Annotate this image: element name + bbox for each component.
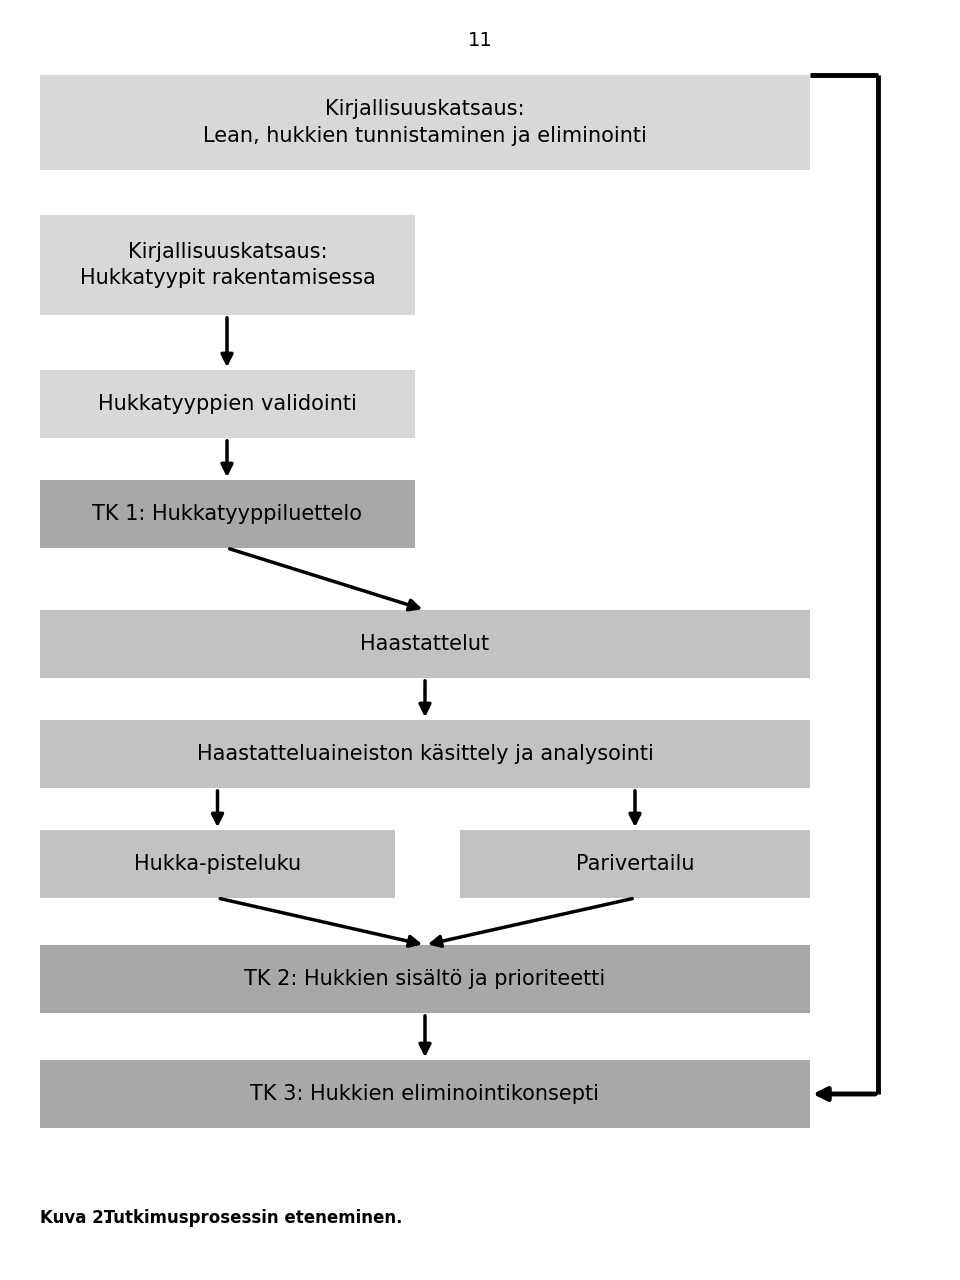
Text: Hukka-pisteluku: Hukka-pisteluku xyxy=(134,854,301,874)
Text: Kirjallisuuskatsaus:
Lean, hukkien tunnistaminen ja eliminointi: Kirjallisuuskatsaus: Lean, hukkien tunni… xyxy=(204,100,647,146)
FancyBboxPatch shape xyxy=(40,945,810,1012)
FancyBboxPatch shape xyxy=(40,719,810,788)
FancyBboxPatch shape xyxy=(40,370,415,438)
Text: Haastatteluaineiston käsittely ja analysointi: Haastatteluaineiston käsittely ja analys… xyxy=(197,744,654,764)
Text: Tutkimusprosessin eteneminen.: Tutkimusprosessin eteneminen. xyxy=(98,1210,402,1228)
FancyBboxPatch shape xyxy=(40,480,415,548)
FancyBboxPatch shape xyxy=(40,611,810,678)
FancyBboxPatch shape xyxy=(460,829,810,899)
Text: Haastattelut: Haastattelut xyxy=(360,634,490,654)
FancyBboxPatch shape xyxy=(40,215,415,315)
Text: Hukkatyyppien validointi: Hukkatyyppien validointi xyxy=(98,394,357,413)
Text: Kirjallisuuskatsaus:
Hukkatyypit rakentamisessa: Kirjallisuuskatsaus: Hukkatyypit rakenta… xyxy=(80,242,375,288)
FancyBboxPatch shape xyxy=(40,829,395,899)
FancyBboxPatch shape xyxy=(40,76,810,170)
Text: TK 3: Hukkien eliminointikonsepti: TK 3: Hukkien eliminointikonsepti xyxy=(251,1084,599,1103)
Text: TK 1: Hukkatyyppiluettelo: TK 1: Hukkatyyppiluettelo xyxy=(92,504,363,524)
Text: Kuva 2.: Kuva 2. xyxy=(40,1210,110,1228)
Text: 11: 11 xyxy=(468,31,492,50)
Text: TK 2: Hukkien sisältö ja prioriteetti: TK 2: Hukkien sisältö ja prioriteetti xyxy=(245,969,606,989)
Text: Parivertailu: Parivertailu xyxy=(576,854,694,874)
FancyBboxPatch shape xyxy=(40,1060,810,1128)
